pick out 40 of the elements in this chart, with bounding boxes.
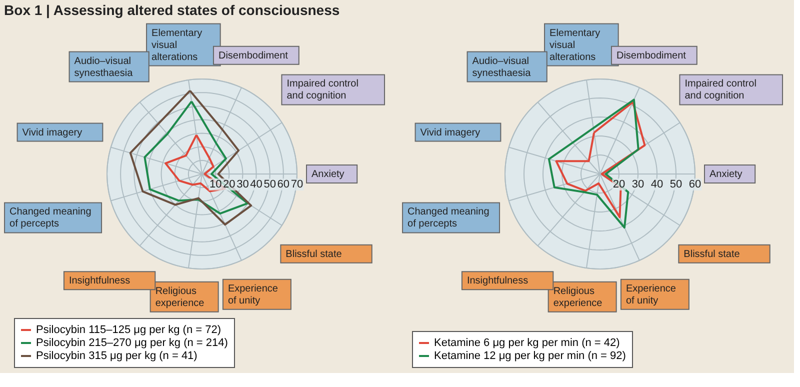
legend-label: Ketamine 12 μg per kg per min (n = 92) — [434, 350, 626, 362]
spoke-label: Experience of unity — [228, 283, 278, 306]
y-tick-label: 40 — [650, 178, 664, 190]
y-tick-label: 40 — [250, 178, 262, 190]
y-tick-label: 50 — [264, 178, 276, 190]
spoke-label: Vivid imagery — [420, 127, 480, 138]
legend-label: Psilocybin 215–270 μg per kg (n = 214) — [36, 337, 228, 349]
spoke-label: Changed meaning of percepts — [10, 206, 92, 230]
y-tick-label: 30 — [236, 178, 249, 190]
y-tick-label: 60 — [277, 178, 290, 190]
spoke-label: Disembodiment — [218, 50, 288, 62]
y-tick-label: 10 — [209, 178, 222, 190]
chart-title: Box 1 | Assessing altered states of consciousness — [4, 2, 340, 19]
spoke-label: Elementary visual alterations — [152, 28, 202, 63]
spoke-label: Elementary visual alterations — [550, 28, 600, 63]
spoke-label: Changed meaning of percepts — [408, 206, 490, 230]
y-tick-label: 30 — [632, 178, 644, 190]
spoke-label: Blissful state — [286, 248, 342, 260]
y-tick-label: 60 — [688, 178, 702, 190]
y-tick-label: 50 — [670, 178, 682, 190]
spoke-label: Audio–visual synesthaesia — [472, 56, 532, 79]
spoke-label: Disembodiment — [616, 50, 686, 62]
spoke-label: Insightfulness — [68, 276, 130, 287]
legend-label: Psilocybin 115–125 μg per kg (n = 72) — [36, 324, 221, 336]
y-tick-label: 70 — [290, 178, 304, 190]
spoke-label: Experience of unity — [626, 283, 676, 306]
spoke-label: Religious experience — [553, 286, 603, 309]
spoke-label: Impaired control and cognition — [286, 78, 358, 102]
spoke-label: Blissful state — [684, 248, 740, 260]
spoke-label: Audio–visual synesthaesia — [74, 56, 134, 79]
spoke-label: Insightfulness — [466, 276, 528, 287]
y-tick-label: 20 — [612, 178, 626, 190]
spoke-label: Anxiety — [710, 169, 742, 180]
y-tick-label: 20 — [223, 178, 236, 190]
legend-label: Psilocybin 315 μg per kg (n = 41) — [36, 350, 198, 362]
spoke-label: Religious experience — [155, 286, 205, 309]
spoke-label: Impaired control and cognition — [684, 78, 756, 102]
spoke-label: Vivid imagery — [22, 127, 82, 138]
legend-label: Ketamine 6 μg per kg per min (n = 42) — [434, 337, 620, 349]
spoke-label: Anxiety — [312, 169, 344, 180]
